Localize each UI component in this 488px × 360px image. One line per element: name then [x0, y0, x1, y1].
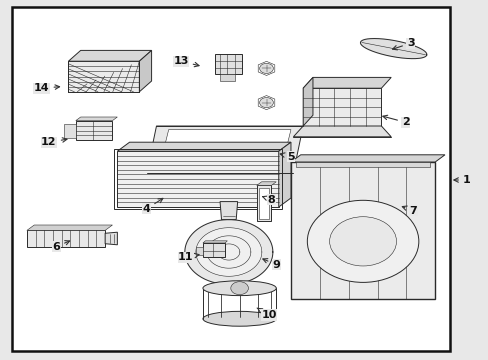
Polygon shape [220, 74, 234, 81]
Polygon shape [105, 232, 117, 245]
Text: 12: 12 [41, 137, 67, 147]
Ellipse shape [203, 281, 276, 296]
Polygon shape [215, 54, 242, 74]
Polygon shape [63, 124, 76, 138]
Polygon shape [117, 151, 278, 207]
Polygon shape [290, 162, 434, 299]
Polygon shape [256, 182, 276, 185]
Polygon shape [203, 243, 224, 257]
Text: 13: 13 [173, 56, 199, 67]
Text: 10: 10 [257, 308, 276, 320]
Polygon shape [159, 130, 290, 169]
Text: 3: 3 [392, 38, 414, 50]
Polygon shape [146, 126, 303, 173]
Polygon shape [303, 77, 312, 126]
Polygon shape [303, 77, 390, 88]
Text: 9: 9 [263, 258, 280, 270]
Polygon shape [196, 228, 262, 276]
Polygon shape [293, 126, 390, 137]
Text: 1: 1 [453, 175, 470, 185]
Text: 14: 14 [34, 83, 60, 93]
Polygon shape [278, 142, 290, 207]
Polygon shape [218, 244, 240, 260]
Text: 8: 8 [262, 195, 275, 205]
Text: 6: 6 [52, 240, 69, 252]
Polygon shape [117, 142, 290, 151]
Polygon shape [206, 236, 250, 268]
Text: 2: 2 [382, 115, 409, 127]
Polygon shape [76, 117, 117, 121]
Polygon shape [68, 50, 151, 61]
Polygon shape [76, 121, 112, 140]
Text: 7: 7 [402, 206, 416, 216]
FancyBboxPatch shape [12, 7, 449, 351]
Text: 11: 11 [178, 252, 199, 262]
Ellipse shape [203, 311, 276, 326]
Text: 5: 5 [280, 152, 294, 162]
Circle shape [259, 98, 273, 108]
Polygon shape [303, 88, 381, 126]
Polygon shape [68, 61, 139, 92]
Circle shape [329, 217, 396, 266]
Polygon shape [256, 185, 271, 221]
Polygon shape [27, 225, 112, 230]
Circle shape [230, 282, 248, 294]
Polygon shape [360, 39, 426, 59]
Text: 4: 4 [142, 198, 163, 214]
Polygon shape [259, 188, 268, 219]
Polygon shape [203, 241, 227, 243]
Polygon shape [220, 202, 237, 220]
Circle shape [259, 63, 273, 73]
Polygon shape [184, 220, 272, 284]
Polygon shape [27, 230, 105, 247]
Circle shape [306, 200, 418, 282]
Polygon shape [290, 155, 444, 162]
Bar [114, 149, 281, 209]
Bar [295, 162, 429, 167]
Polygon shape [139, 50, 151, 92]
Polygon shape [195, 247, 203, 255]
